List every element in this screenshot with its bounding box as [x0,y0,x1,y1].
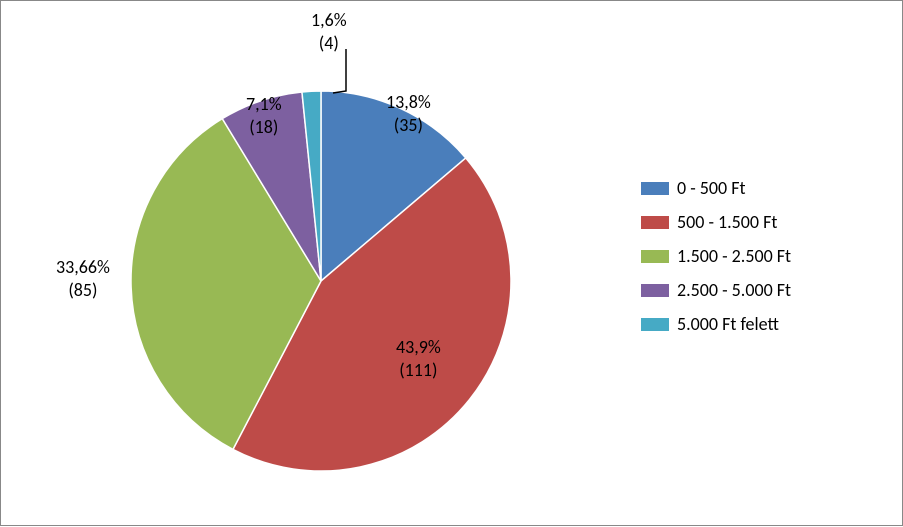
slice-count-0: (35) [394,114,423,136]
slice-label-0: 13,8% (35) [386,91,431,136]
legend: 0 - 500 Ft 500 - 1.500 Ft 1.500 - 2.500 … [641,171,891,341]
legend-swatch-3 [641,284,669,297]
legend-label-1: 500 - 1.500 Ft [677,211,777,233]
slice-label-4: 1,6% (4) [311,9,347,54]
legend-swatch-0 [641,182,669,195]
legend-swatch-2 [641,250,669,263]
slice-count-3: (18) [249,116,278,138]
slice-label-1: 43,9% (111) [396,336,441,381]
legend-swatch-4 [641,318,669,331]
legend-label-3: 2.500 - 5.000 Ft [677,279,791,301]
slice-pct-0: 13,8% [386,91,431,113]
slice-count-2: (85) [68,279,97,301]
slice-pct-1: 43,9% [396,336,441,358]
pie-plot-area: 13,8% (35) 43,9% (111) 33,66% (85) 7,1% … [1,1,641,527]
legend-item-1: 500 - 1.500 Ft [641,205,891,239]
legend-label-0: 0 - 500 Ft [677,177,746,199]
legend-item-2: 1.500 - 2.500 Ft [641,239,891,273]
chart-frame: 13,8% (35) 43,9% (111) 33,66% (85) 7,1% … [0,0,903,526]
legend-label-4: 5.000 Ft felett [677,313,779,335]
slice-pct-2: 33,66% [56,256,110,278]
leader-line [333,49,346,93]
slice-pct-3: 7,1% [246,93,282,115]
legend-item-4: 5.000 Ft felett [641,307,891,341]
legend-swatch-1 [641,216,669,229]
legend-item-3: 2.500 - 5.000 Ft [641,273,891,307]
legend-label-2: 1.500 - 2.500 Ft [677,245,791,267]
slice-count-1: (111) [399,359,437,381]
slice-count-4: (4) [319,32,339,54]
slice-label-3: 7,1% (18) [246,93,282,138]
legend-item-0: 0 - 500 Ft [641,171,891,205]
slice-label-2: 33,66% (85) [56,256,110,301]
slice-pct-4: 1,6% [311,9,347,31]
